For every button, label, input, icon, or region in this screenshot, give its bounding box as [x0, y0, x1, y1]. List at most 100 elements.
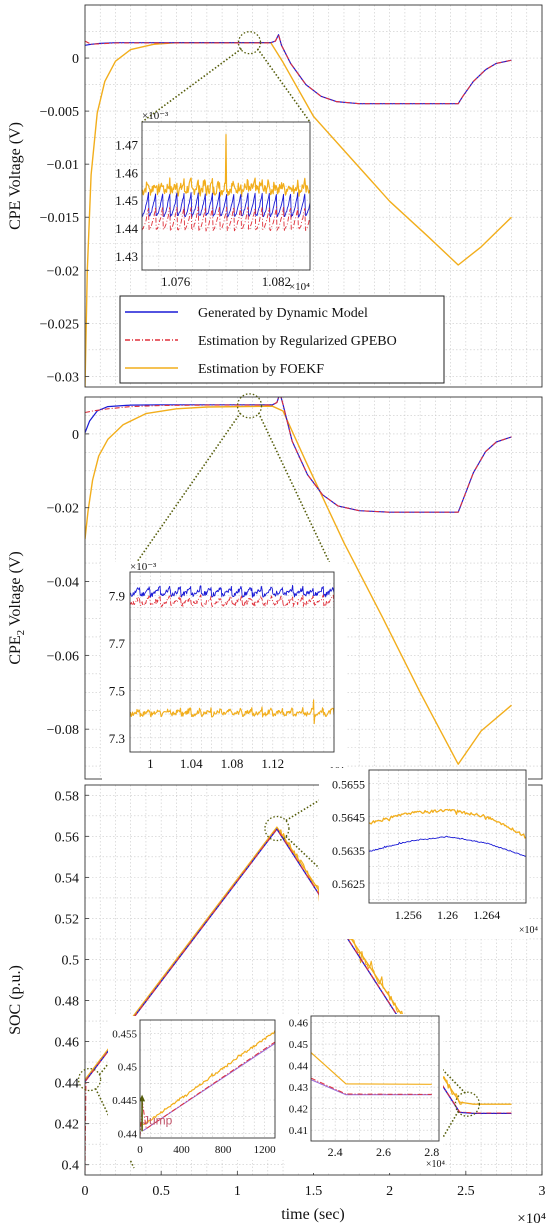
- y-tick-label: −0.01: [47, 158, 79, 173]
- inset-x-tick-label: 2.6: [376, 1145, 391, 1159]
- inset-y-tick-label: 0.445: [112, 1095, 137, 1107]
- inset-y-exponent: ×10⁻³: [130, 561, 157, 573]
- x-tick-label: 2: [386, 1184, 393, 1199]
- inset-frame: [310, 1015, 440, 1142]
- zoom-connector: [257, 412, 335, 573]
- inset-series-gpebo: [130, 594, 334, 608]
- inset-y-tick-label: 1.44: [115, 221, 138, 236]
- legend-entry: Generated by Dynamic Model: [198, 306, 368, 321]
- inset-x-tick-label: 400: [173, 1144, 190, 1156]
- inset-x-exponent: ×10⁴: [426, 1159, 446, 1170]
- inset-background: [102, 562, 346, 780]
- zoom-marker: [454, 1091, 481, 1117]
- jump-annotation: Jump: [143, 1114, 173, 1128]
- y-tick-label: 0: [72, 428, 79, 443]
- inset-y-tick-label: 0.45: [118, 1062, 138, 1074]
- inset-y-tick-label: 0.5625: [332, 877, 365, 891]
- inset-series: [311, 1052, 432, 1096]
- inset-y-tick-label: 0.44: [118, 1128, 138, 1140]
- legend: Generated by Dynamic Model Estimation by …: [119, 295, 445, 384]
- inset-background: [108, 1016, 285, 1160]
- zoom-connector: [434, 1110, 460, 1152]
- inset-y-tick-label: 0.43: [289, 1082, 309, 1094]
- y-axis-label-rest: Voltage (V): [7, 551, 24, 630]
- inset-y-tick-label: 1.47: [115, 137, 138, 152]
- inset-x-tick-label: 1.12: [261, 756, 284, 771]
- x-tick-label: 2.5: [457, 1184, 475, 1199]
- top-inset: 1.43 1.44 1.45 1.46 1.47 1.076 1.082 ×10⁻³ ×10⁴: [115, 110, 311, 293]
- inset-series-dynamic-model: [130, 584, 334, 598]
- inset-series-foekf: [311, 1052, 432, 1085]
- y-tick-label: 0.4: [62, 1159, 80, 1174]
- y-tick-label: 0.48: [55, 995, 80, 1010]
- y-tick-label: −0.02: [47, 264, 79, 279]
- inset-series-dynamic-model: [311, 1079, 432, 1096]
- inset-x-tick-label: 1.264: [473, 908, 500, 922]
- inset-y-tick-label: 1.45: [115, 193, 138, 208]
- inset-y-tick-label: 1.46: [115, 165, 138, 180]
- series-gpebo: [85, 34, 512, 105]
- y-tick-label: −0.015: [40, 211, 79, 226]
- legend-entry: Estimation by FOEKF: [198, 362, 324, 377]
- series-foekf: [85, 405, 512, 765]
- series-foekf: [85, 826, 512, 1105]
- jump-arrowhead: [140, 1094, 146, 1102]
- y-tick-label: −0.025: [40, 317, 79, 332]
- y-axis-label-subscript: 2: [15, 630, 27, 636]
- x-axis-exponent: ×10⁴: [517, 1211, 546, 1227]
- inset-x-tick-label: 1: [147, 756, 154, 771]
- series-gpebo: [85, 397, 512, 513]
- top-series: [85, 34, 512, 387]
- inset-series: [142, 134, 310, 232]
- y-tick-label: 0.58: [55, 789, 80, 804]
- inset-x-tick-label: 2.8: [424, 1145, 439, 1159]
- middle-series: [85, 397, 512, 765]
- inset-x-tick-label: 2.4: [328, 1145, 343, 1159]
- middle-inset: 7.37.57.77.911.041.081.12×10⁻³×10⁴: [102, 561, 346, 780]
- inset-x-tick-label: 800: [215, 1144, 232, 1156]
- inset-x-tick-label: 1200: [254, 1144, 277, 1156]
- bottom-series: [85, 826, 512, 1171]
- y-axis-label: CPE Voltage (V): [7, 122, 24, 230]
- inset-frame: [139, 1019, 276, 1139]
- middle-panel: 0 −0.02 −0.04 −0.06 −0.08 CPE2 Voltage (V) 7.3…: [7, 393, 543, 780]
- peak-inset: 0.5625 0.5635 0.5645 0.5655 1.256 1.26 1.264 ×1…: [319, 768, 538, 939]
- end-inset: 0.41 0.42 0.43 0.44 0.45 0.46 2.4 2.6 2.8×10⁴: [285, 1014, 445, 1173]
- inset-y-tick-label: 0.42: [289, 1104, 308, 1116]
- zoom-connector: [438, 1065, 466, 1094]
- series-gpebo: [85, 828, 512, 1171]
- zoom-marker: [77, 1067, 102, 1092]
- top-panel: 0 −0.005 −0.01 −0.015 −0.02 −0.025 −0.03 CPE Vo…: [7, 4, 543, 388]
- inset-y-tick-label: 7.5: [109, 683, 125, 698]
- y-tick-label: −0.005: [40, 105, 79, 120]
- inset-frame: [368, 769, 527, 904]
- inset-x-exponent: ×10⁴: [289, 281, 310, 293]
- inset-y-tick-label: 7.7: [109, 636, 126, 651]
- inset-series-foekf: [142, 134, 310, 197]
- zoom-connector: [129, 412, 242, 573]
- zoom-marker: [264, 815, 290, 842]
- inset-series-gpebo: [311, 1077, 432, 1095]
- y-tick-label: 0: [72, 52, 79, 67]
- inset-y-tick-label: 0.44: [289, 1061, 309, 1073]
- y-axis-label: SOC (p.u.): [7, 965, 24, 1035]
- inset-y-tick-label: 0.46: [289, 1017, 309, 1029]
- inset-y-tick-label: 7.9: [109, 589, 125, 604]
- inset-y-tick-label: 1.43: [115, 249, 138, 264]
- y-tick-label: −0.03: [47, 370, 79, 385]
- y-tick-label: 0.52: [55, 912, 80, 927]
- inset-x-tick-label: 0: [137, 1144, 143, 1156]
- y-tick-label: 0.5: [62, 953, 80, 968]
- zoom-marker: [237, 31, 262, 55]
- start-inset: Jump 0.44 0.445 0.45 0.455 0 400 800 1200: [108, 1016, 285, 1160]
- inset-series-dynamic-model: [369, 835, 526, 857]
- inset-frame: [141, 121, 311, 271]
- zoom-marker: [236, 393, 263, 419]
- inset-y-tick-label: 0.45: [289, 1039, 309, 1051]
- inset-series-foekf: [369, 808, 526, 839]
- inset-y-tick-label: 7.3: [109, 731, 125, 746]
- inset-series-foekf: [142, 1030, 275, 1126]
- inset-frame: [129, 571, 335, 753]
- y-tick-label: 0.42: [55, 1118, 80, 1133]
